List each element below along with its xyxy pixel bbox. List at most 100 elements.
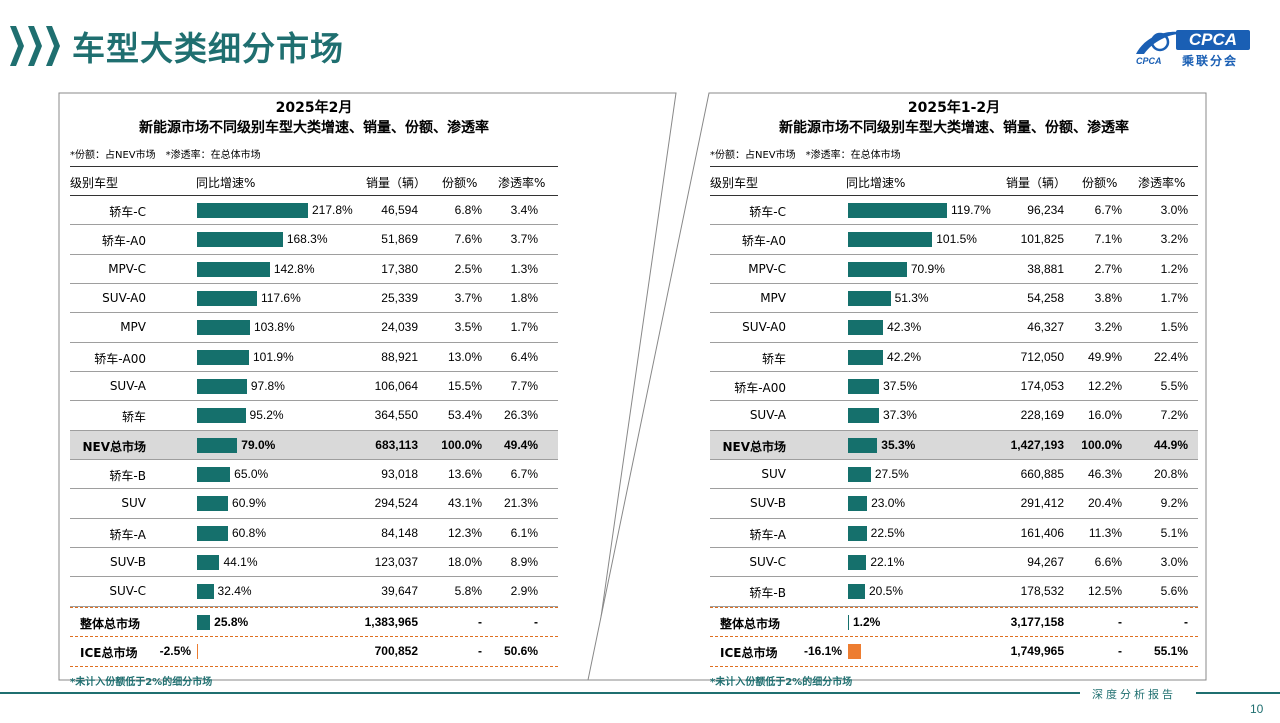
growth-bar — [848, 349, 884, 365]
left-panel: 2025年2月 新能源市场不同级别车型大类增速、销量、份额、渗透率 *份额：占N… — [70, 98, 558, 688]
left-table-header: 级别车型 同比增速% 销量（辆） 份额% 渗透率% — [70, 166, 558, 196]
row-share: 49.9% — [1087, 349, 1122, 364]
row-share: 3.8% — [1094, 291, 1122, 306]
row-sales: 1,427,193 — [1010, 437, 1064, 452]
row-penetration: 3.0% — [1160, 555, 1188, 570]
left-footnote: *未计入份额低于2%的细分市场 — [70, 676, 213, 688]
row-share: 2.5% — [454, 261, 482, 276]
growth-label: 22.1% — [870, 555, 905, 570]
growth-bar — [197, 525, 228, 541]
growth-label: 37.5% — [883, 379, 918, 394]
growth-label: 35.3% — [881, 437, 916, 452]
row-share: 13.0% — [447, 349, 482, 364]
row-share: 2.7% — [1094, 261, 1122, 276]
left-table: 级别车型 同比增速% 销量（辆） 份额% 渗透率% 轿车-C 217.8% 46,5… — [70, 166, 558, 667]
growth-bar — [848, 291, 891, 307]
row-category: 轿车-A0 — [741, 234, 786, 249]
row-sales: 38,881 — [1027, 261, 1064, 276]
table-row: MPV-C 70.9% 38,881 2.7% 1.2% — [710, 255, 1198, 285]
growth-label: 101.5% — [936, 232, 977, 247]
row-share: 15.5% — [447, 379, 482, 394]
right-note: *份额：占NEV市场 *渗透率：在总体市场 — [710, 150, 901, 161]
growth-label: 23.0% — [871, 496, 906, 511]
growth-bar — [197, 408, 246, 424]
table-row: NEV总市场 35.3% 1,427,193 100.0% 44.9% — [710, 430, 1198, 461]
row-category: 轿车-A00 — [94, 351, 146, 366]
growth-label: 42.3% — [887, 320, 922, 335]
row-penetration: 7.7% — [510, 379, 538, 394]
logo-chinese: 乘联分会 — [1182, 54, 1239, 68]
header-sales: 销量（辆） — [1006, 176, 1067, 190]
row-category: SUV-A — [109, 379, 146, 394]
table-row: NEV总市场 79.0% 683,113 100.0% 49.4% — [70, 430, 558, 461]
row-sales: 364,550 — [374, 408, 418, 423]
logo-sub: CPCA — [1136, 56, 1162, 66]
header-penetration: 渗透率% — [498, 176, 546, 190]
row-share: - — [478, 614, 482, 629]
chevron-icon-3 — [46, 26, 60, 66]
row-sales: 3,177,158 — [1010, 614, 1064, 629]
growth-label: 60.8% — [232, 525, 267, 540]
row-category: SUV — [121, 496, 146, 511]
row-share: 3.7% — [454, 291, 482, 306]
row-share: 7.1% — [1094, 232, 1122, 247]
row-share: - — [1118, 644, 1122, 659]
row-penetration: 44.9% — [1153, 437, 1188, 452]
row-penetration: 3.0% — [1160, 203, 1188, 217]
row-category: 轿车-A0 — [101, 234, 146, 249]
growth-bar — [197, 555, 220, 571]
table-row: MPV 51.3% 54,258 3.8% 1.7% — [710, 284, 1198, 314]
row-share: 3.2% — [1094, 320, 1122, 335]
growth-bar — [848, 525, 867, 541]
row-share: 12.2% — [1087, 379, 1122, 394]
right-table: 级别车型 同比增速% 销量（辆） 份额% 渗透率% 轿车-C 119.7% 96,2… — [710, 166, 1198, 667]
right-panel: 2025年1-2月 新能源市场不同级别车型大类增速、销量、份额、渗透率 *份额：… — [710, 98, 1198, 688]
row-sales: 51,869 — [381, 232, 418, 247]
growth-bar — [197, 349, 249, 365]
right-title-line1: 2025年1-2月 — [907, 100, 1001, 116]
logo-swoosh-icon — [1136, 31, 1188, 54]
row-sales: 291,412 — [1020, 496, 1064, 511]
row-category: 轿车-A00 — [734, 381, 786, 396]
growth-label: 65.0% — [234, 467, 269, 482]
table-row: ICE总市场 -2.5% 700,852 - 50.6% — [70, 637, 558, 667]
growth-label: 103.8% — [253, 320, 295, 335]
chevron-icon-1 — [10, 26, 24, 66]
row-share: - — [478, 644, 482, 659]
table-row: SUV-A0 117.6% 25,339 3.7% 1.8% — [70, 284, 558, 314]
row-penetration: 26.3% — [503, 408, 538, 423]
row-share: 11.3% — [1088, 525, 1122, 540]
growth-label: 101.9% — [252, 349, 294, 364]
growth-label: 79.0% — [241, 437, 276, 452]
row-penetration: 3.2% — [1160, 232, 1188, 247]
right-footnote: *未计入份额低于2%的细分市场 — [710, 676, 853, 688]
left-title-line1: 2025年2月 — [275, 100, 353, 116]
growth-label: 70.9% — [910, 261, 945, 276]
row-sales: 46,327 — [1027, 320, 1064, 335]
growth-bar — [197, 584, 214, 600]
row-share: 6.7% — [1094, 203, 1122, 217]
row-penetration: 6.1% — [510, 525, 538, 540]
row-sales: 660,885 — [1020, 467, 1064, 482]
table-row: 轿车-B 20.5% 178,532 12.5% 5.6% — [710, 577, 1198, 607]
row-category: SUV-A0 — [742, 320, 786, 335]
growth-bar — [848, 496, 868, 512]
row-sales: 96,234 — [1027, 203, 1064, 217]
table-row: SUV 27.5% 660,885 46.3% 20.8% — [710, 460, 1198, 490]
row-penetration: 5.5% — [1160, 379, 1188, 394]
growth-label: 217.8% — [312, 203, 353, 217]
table-row: 轿车-A0 101.5% 101,825 7.1% 3.2% — [710, 225, 1198, 255]
growth-bar — [848, 379, 880, 395]
table-row: SUV-B 44.1% 123,037 18.0% 8.9% — [70, 548, 558, 578]
growth-bar — [197, 203, 308, 218]
growth-label: 51.3% — [894, 291, 929, 306]
row-share: 12.5% — [1087, 584, 1122, 599]
row-sales: 178,532 — [1020, 584, 1064, 599]
row-category: MPV — [760, 291, 786, 306]
row-share: 6.6% — [1094, 555, 1122, 570]
table-row: 整体总市场 1.2% 3,177,158 - - — [710, 606, 1198, 638]
row-penetration: - — [1184, 614, 1188, 629]
table-row: SUV-C 22.1% 94,267 6.6% 3.0% — [710, 548, 1198, 578]
row-penetration: 20.8% — [1153, 467, 1188, 482]
growth-bar — [848, 320, 884, 336]
